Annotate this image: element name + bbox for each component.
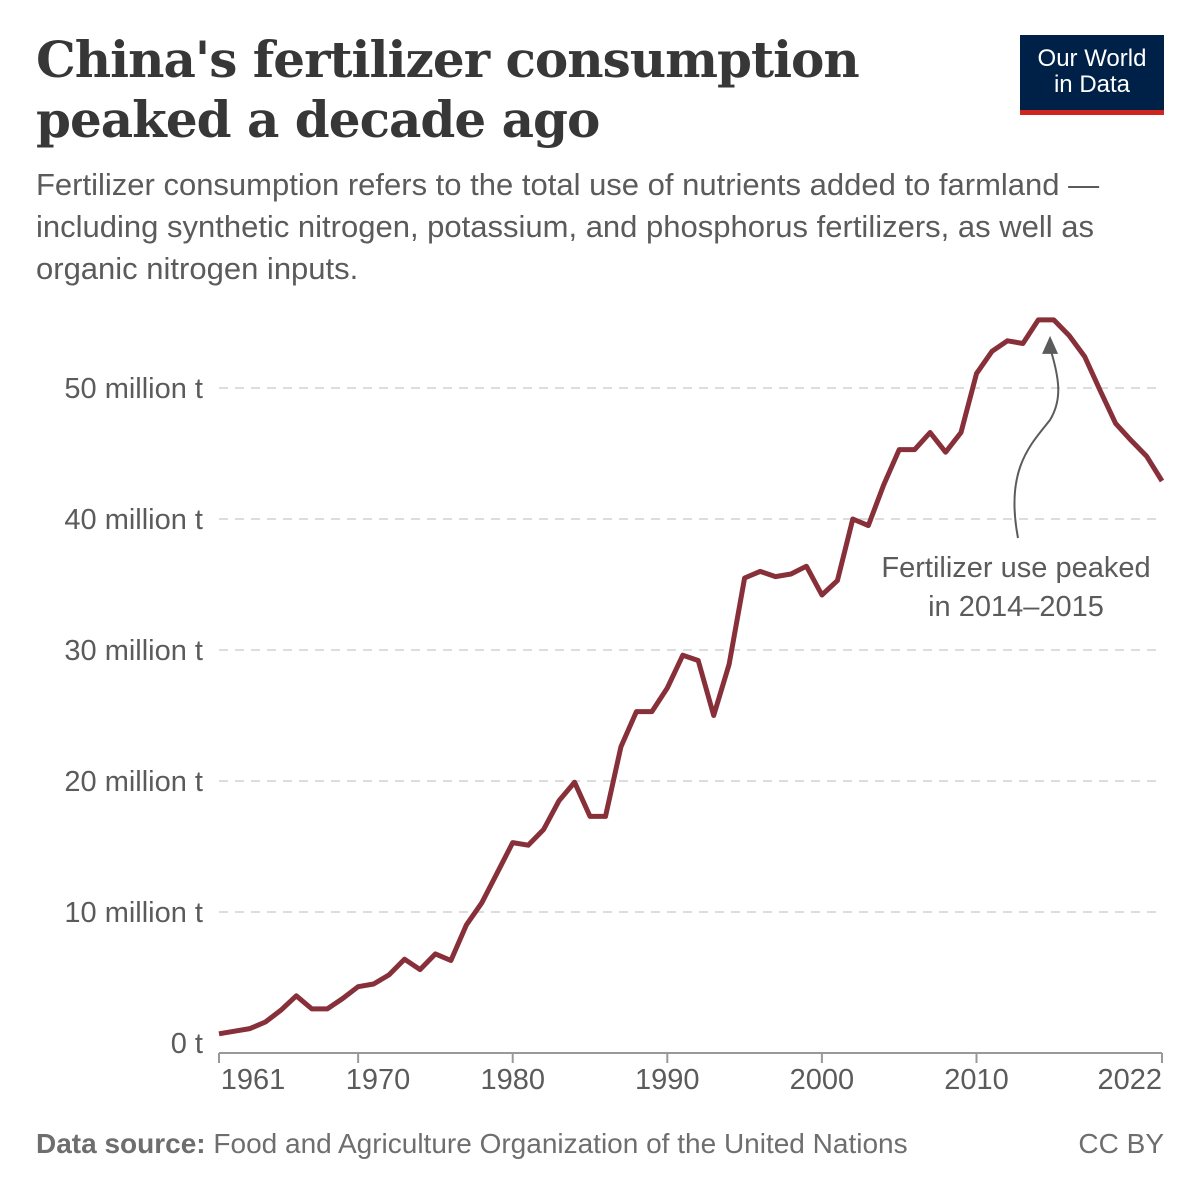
annotation-arrow [1013, 347, 1060, 539]
chart-title: China's fertilizer consumption peaked a … [36, 30, 860, 149]
y-tick-label: 20 million t [64, 766, 203, 798]
data-line [218, 317, 1165, 1037]
y-tick-label: 40 million t [64, 504, 203, 536]
owid-logo[interactable]: Our World in Data [1020, 35, 1164, 115]
x-tick-label: 2010 [944, 1064, 1009, 1096]
source-text: Food and Agriculture Organization of the… [213, 1128, 908, 1159]
x-tick-label: 1961 [221, 1064, 286, 1096]
x-tick-label: 1970 [346, 1064, 411, 1096]
chart-subtitle: Fertilizer consumption refers to the tot… [36, 167, 1100, 286]
x-tick-label: 2022 [1097, 1064, 1162, 1096]
y-tick-label: 30 million t [64, 635, 203, 667]
footer: Data source: Food and Agriculture Organi… [36, 1128, 1164, 1160]
logo-line2: in Data [1053, 71, 1131, 98]
license-link[interactable]: CC BY [1078, 1128, 1164, 1159]
y-tick-label: 0 t [171, 1028, 203, 1060]
logo-line1: Our World [1037, 45, 1147, 72]
y-tick-label: 50 million t [64, 373, 203, 405]
x-tick-label: 2000 [790, 1064, 855, 1096]
source-label: Data source: [36, 1128, 206, 1159]
y-tick-label: 10 million t [64, 897, 203, 929]
x-tick-label: 1990 [635, 1064, 700, 1096]
x-tick-label: 1980 [480, 1064, 545, 1096]
arrowhead-icon [1042, 335, 1059, 354]
annotation-line1: Fertilizer use peaked [881, 552, 1150, 584]
annotation-line2: in 2014–2015 [928, 591, 1104, 623]
